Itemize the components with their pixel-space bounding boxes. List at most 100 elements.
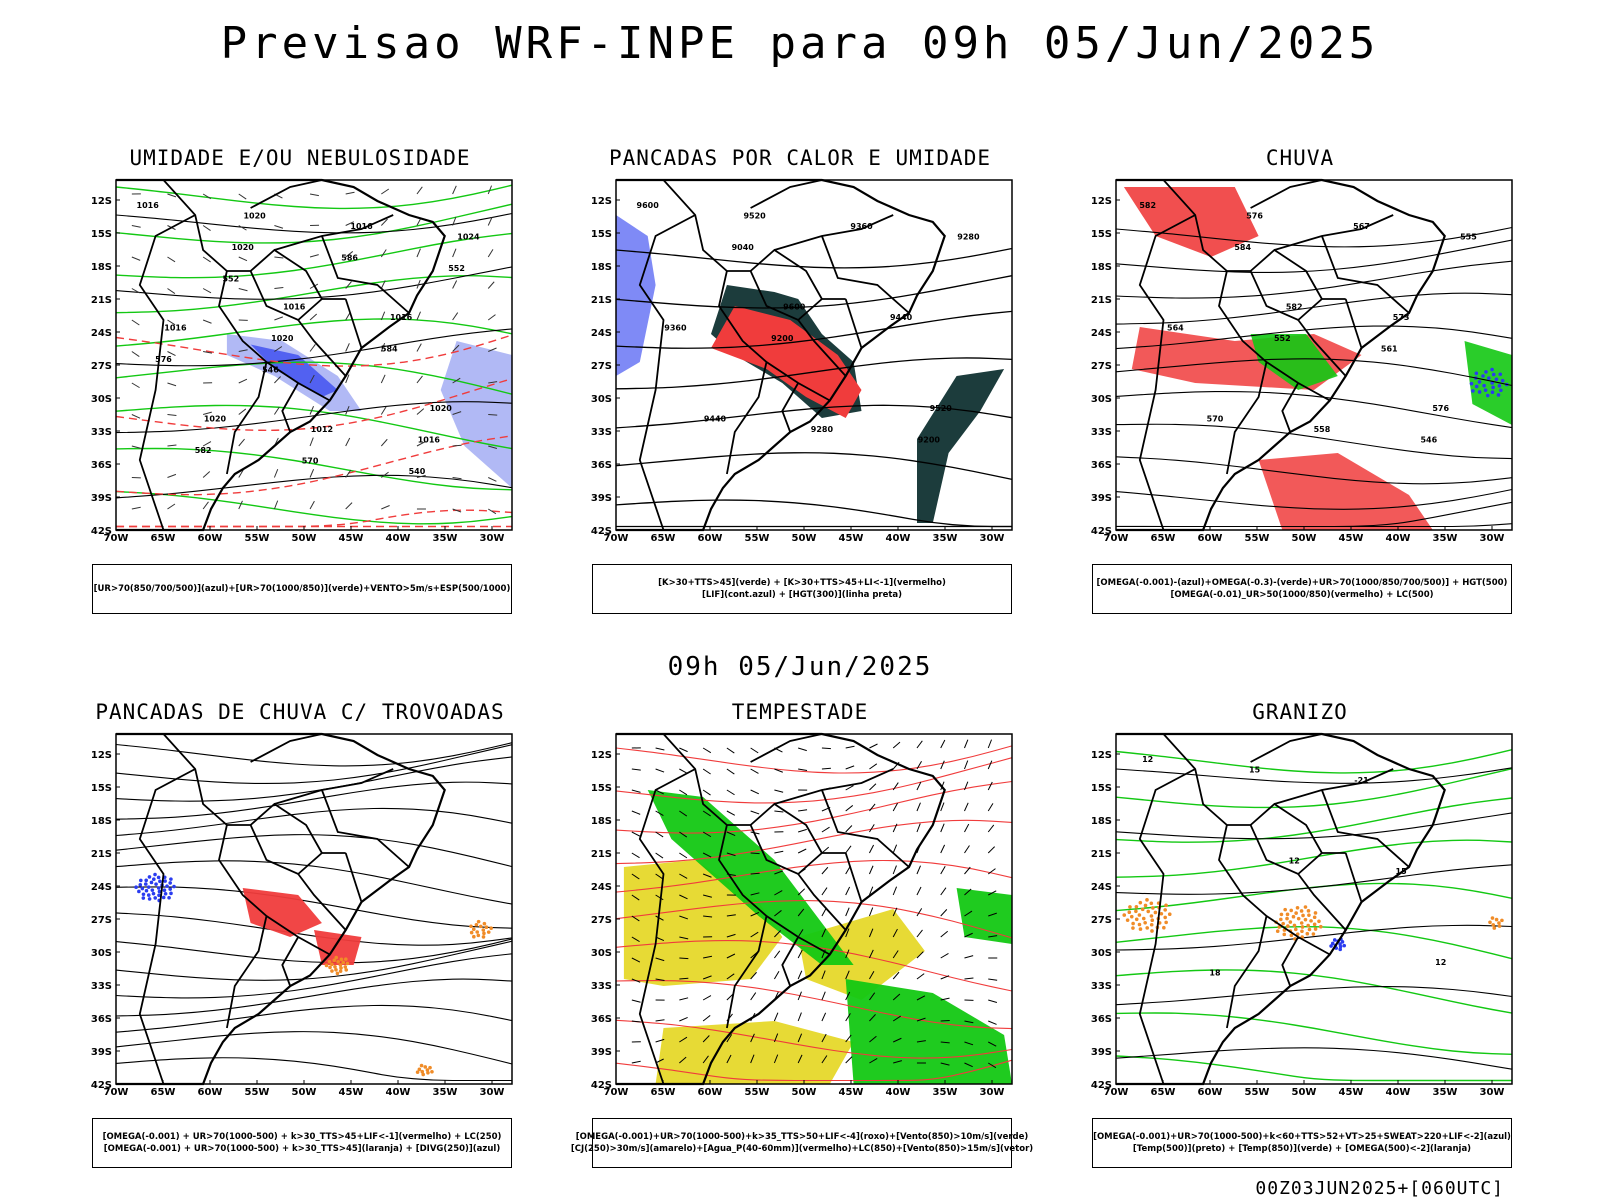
omega-dot (1291, 914, 1296, 919)
wind-vector (916, 951, 924, 959)
wind-vector (167, 193, 177, 198)
lat-tick-label: 15S (1091, 783, 1112, 794)
lon-tick-label: 45W (839, 533, 864, 544)
wind-vector (679, 1016, 688, 1022)
wind-vector (797, 970, 803, 980)
contour-label: 546 (1420, 436, 1437, 445)
shower-dot (345, 961, 350, 966)
divergence-dot (152, 877, 156, 882)
wind-vector (750, 892, 760, 896)
wind-vector (631, 810, 641, 815)
wind-vector (798, 747, 807, 752)
wind-vector (750, 931, 759, 938)
omega-dot (1163, 908, 1167, 912)
lat-tick-label: 42S (1091, 526, 1112, 537)
shower-dot (332, 958, 337, 963)
contour-label: 567 (1353, 222, 1370, 231)
wind-vector (167, 256, 176, 263)
temp-850-contour (1115, 1055, 1512, 1082)
omega-dot (1296, 916, 1301, 921)
panel-legend: [OMEGA(-0.001)-(azul)+OMEGA(-0.3)-(verde… (1092, 564, 1512, 614)
lat-tick-label: 30S (591, 948, 612, 959)
wind-vector (964, 932, 973, 938)
wind-vector (345, 281, 352, 289)
temp-500-contour (1115, 924, 1513, 951)
contour-label: 1020 (243, 212, 266, 221)
lon-tick-label: 35W (433, 1087, 458, 1098)
omega-dot (1131, 921, 1135, 926)
omega-dot (1307, 913, 1311, 917)
streamline-250 (115, 938, 513, 964)
hail-dot (1340, 940, 1345, 944)
hail-dot (1338, 944, 1343, 949)
wind-vector (868, 928, 874, 938)
legend-line-1: [OMEGA(-0.001) + UR>70(1000-500) + k>30_… (102, 1132, 502, 1142)
lon-tick-label: 30W (1480, 1087, 1505, 1098)
wind-vector (892, 993, 901, 1001)
map-pancadas-calor[interactable]: 9600960095209520944094409360936092809280… (580, 174, 1020, 556)
omega-dot (1312, 915, 1317, 920)
shower-dot (328, 965, 332, 970)
wind-vector (774, 768, 783, 773)
shower-dot (430, 1069, 434, 1074)
wind-vector (892, 741, 901, 749)
wind-vector (940, 975, 950, 980)
omega-dot (1306, 909, 1311, 913)
legend-line-2: [LIF](cont.azul) + [HGT(300)](linha pret… (701, 590, 903, 600)
contour-label: 1016 (418, 436, 441, 445)
wind-vector (916, 802, 921, 812)
omega-dot (1292, 923, 1297, 928)
streamline-500 (1115, 488, 1513, 510)
omega-dot (1289, 933, 1294, 938)
lat-tick-label: 42S (1091, 1080, 1112, 1091)
wind-vector (916, 995, 926, 1001)
wind-vector (131, 445, 141, 449)
divergence-dot (162, 888, 167, 893)
political-border (797, 873, 847, 931)
wind-vector (940, 1041, 950, 1044)
weak-uplift-dot (1474, 371, 1479, 376)
wind-vector (940, 952, 949, 959)
map-chuva[interactable]: 5825825765765735705675645585555525465845… (1080, 174, 1520, 556)
shower-dot (421, 1072, 425, 1077)
wind-vector (167, 503, 176, 510)
shower-dot (343, 965, 348, 969)
wind-vector (987, 824, 995, 833)
legend-line-1: [K>30+TTS>45](verde) + [K>30+TTS>45+LI<-… (658, 578, 946, 588)
wind-vector (726, 852, 736, 857)
political-border (662, 733, 846, 876)
wind-vector (679, 789, 688, 796)
political-border (344, 852, 363, 903)
wind-vector (892, 907, 898, 917)
lon-tick-label: 35W (933, 533, 958, 544)
lat-tick-label: 24S (1091, 328, 1112, 339)
map-granizo[interactable]: 121212151518-2112S15S18S21S24S27S30S33S3… (1080, 728, 1520, 1110)
panel-legend: [OMEGA(-0.001)+UR>70(1000-500)+k<60+TTS>… (1092, 1118, 1512, 1168)
jet-stream-area-3 (655, 1021, 854, 1084)
wind-vector (167, 473, 177, 478)
weak-uplift-dot (1487, 376, 1491, 380)
weak-uplift-dot (1481, 374, 1485, 378)
wind-vector (679, 768, 688, 774)
wind-vector (845, 825, 853, 833)
wind-vector (821, 970, 826, 980)
political-border (1281, 936, 1299, 987)
map-umidade[interactable]: 1016 1016 1020 1020 1016 1020 1016 1016 1012 1024… (80, 174, 520, 556)
omega-dot (1153, 910, 1158, 915)
wind-vector (131, 382, 140, 389)
divergence-dot (169, 891, 173, 896)
lon-tick-label: 40W (886, 533, 911, 544)
wind-vector (845, 745, 855, 749)
shower-dot (330, 962, 334, 967)
political-border (1250, 733, 1323, 763)
wind-vector (726, 831, 736, 837)
divergence-dot (161, 895, 166, 900)
wind-vector (916, 823, 921, 833)
wind-vector (345, 437, 351, 447)
wind-vector (702, 873, 712, 878)
wind-vector (702, 1035, 710, 1043)
omega-dot (1303, 917, 1308, 922)
geopotential-300-contour (615, 404, 1013, 429)
